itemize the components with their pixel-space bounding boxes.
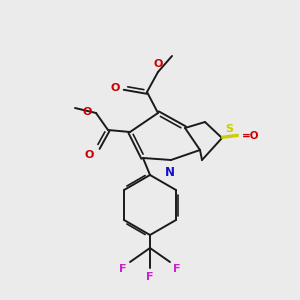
Text: N: N [165, 166, 175, 179]
Text: S: S [225, 124, 233, 134]
Text: O: O [153, 59, 163, 69]
Text: O: O [82, 107, 92, 117]
Text: F: F [119, 264, 127, 274]
Text: F: F [173, 264, 181, 274]
Text: O: O [111, 83, 120, 93]
Text: F: F [146, 272, 154, 282]
Text: O: O [85, 150, 94, 160]
Text: =O: =O [242, 131, 260, 141]
